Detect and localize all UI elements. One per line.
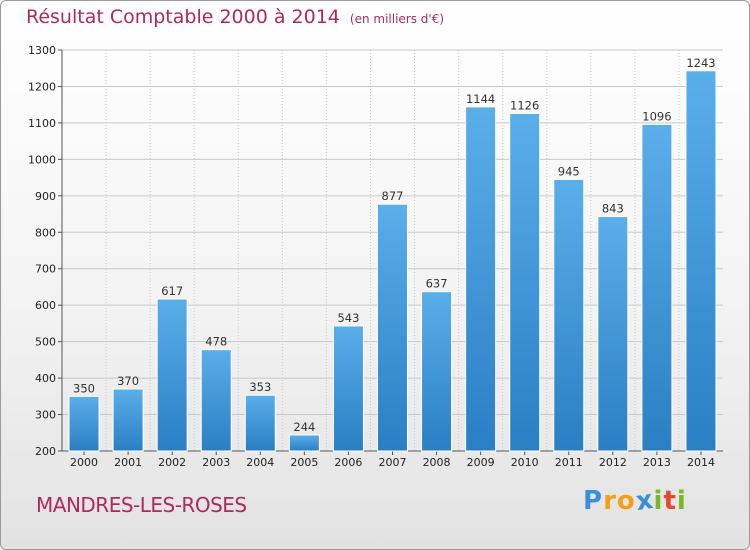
x-tick-label-2002: 2002 (158, 456, 186, 469)
bar-2014 (685, 70, 717, 452)
y-tick-label: 1200 (28, 80, 56, 93)
bar-2004 (244, 394, 276, 452)
logo-letter: i (676, 486, 687, 516)
bar-2013 (641, 123, 673, 452)
logo-letter: r (603, 486, 617, 516)
x-tick-label-2003: 2003 (202, 456, 230, 469)
y-tick-label: 800 (35, 226, 56, 239)
data-label-2008: 637 (426, 277, 448, 291)
y-tick-label: 900 (35, 190, 56, 203)
data-label-2011: 945 (558, 164, 580, 178)
bar-2001 (112, 388, 144, 452)
logo-letter: x (633, 484, 656, 518)
bar-2006 (332, 325, 364, 452)
x-tick-label-2008: 2008 (423, 456, 451, 469)
logo-letter: P (583, 486, 604, 516)
bar-2005 (288, 434, 320, 452)
y-tick-label: 300 (35, 409, 56, 422)
data-label-2012: 843 (602, 202, 624, 216)
bar-2009 (465, 106, 497, 452)
x-tick-label-2010: 2010 (511, 456, 539, 469)
commune-name: MANDRES-LES-ROSES (36, 493, 247, 517)
y-tick-label: 1000 (28, 153, 56, 166)
axes: 200 300 400 500 600 700 800 900 1000 1100 1200 1300… (28, 44, 723, 469)
logo-letter: i (653, 486, 664, 516)
x-tick-label-2009: 2009 (467, 456, 495, 469)
chart-subtitle: (en milliers d'€) (349, 12, 445, 26)
data-label-2009: 1144 (466, 92, 495, 106)
logo-letter: o (616, 486, 636, 516)
y-tick-label: 700 (35, 263, 56, 276)
bar-2010 (509, 112, 541, 452)
data-label-2010: 1126 (510, 98, 539, 112)
bars (68, 70, 717, 452)
logo-letter: t (663, 486, 677, 516)
x-tick-label-2006: 2006 (334, 456, 362, 469)
x-tick-label-2005: 2005 (290, 456, 318, 469)
x-tick-label-2013: 2013 (643, 456, 671, 469)
labels: 350 370 617 478 353 244 543 877 637 1144 1126 945 84… (73, 56, 716, 434)
data-label-2000: 350 (73, 381, 95, 395)
x-tick-label-2007: 2007 (379, 456, 407, 469)
bar-2011 (553, 178, 585, 452)
data-label-2014: 1243 (686, 56, 715, 70)
y-tick-label: 1300 (28, 44, 56, 57)
data-label-2003: 478 (205, 335, 227, 349)
bar-2008 (421, 291, 453, 452)
chart-title-text: Résultat Comptable 2000 à 2014 (26, 6, 340, 28)
x-tick-label-2012: 2012 (599, 456, 627, 469)
bar-2007 (377, 203, 408, 452)
x-tick-label-2011: 2011 (555, 456, 583, 469)
x-tick-label-2000: 2000 (70, 456, 98, 469)
data-label-2005: 244 (293, 420, 315, 434)
y-tick-label: 600 (35, 299, 56, 312)
y-tick-label: 500 (35, 336, 56, 349)
x-tick-label-2001: 2001 (114, 456, 142, 469)
y-tick-label: 200 (35, 445, 56, 458)
data-label-2002: 617 (161, 284, 183, 298)
x-tick-label-2004: 2004 (246, 456, 274, 469)
y-tick-label: 400 (35, 372, 56, 385)
chart-title: Résultat Comptable 2000 à 2014 (en millie… (26, 6, 444, 28)
bar-2002 (156, 298, 188, 452)
data-label-2004: 353 (249, 380, 271, 394)
y-tick-label: 1100 (28, 117, 56, 130)
x-tick-label-2014: 2014 (687, 456, 715, 469)
data-label-2006: 543 (337, 311, 359, 325)
data-label-2013: 1096 (642, 109, 671, 123)
proxiti-logo: Proxiti (583, 484, 687, 518)
bar-2003 (200, 349, 232, 452)
bar-2012 (597, 216, 629, 452)
data-label-2007: 877 (382, 189, 404, 203)
bar-2000 (68, 395, 100, 452)
data-label-2001: 370 (117, 374, 139, 388)
